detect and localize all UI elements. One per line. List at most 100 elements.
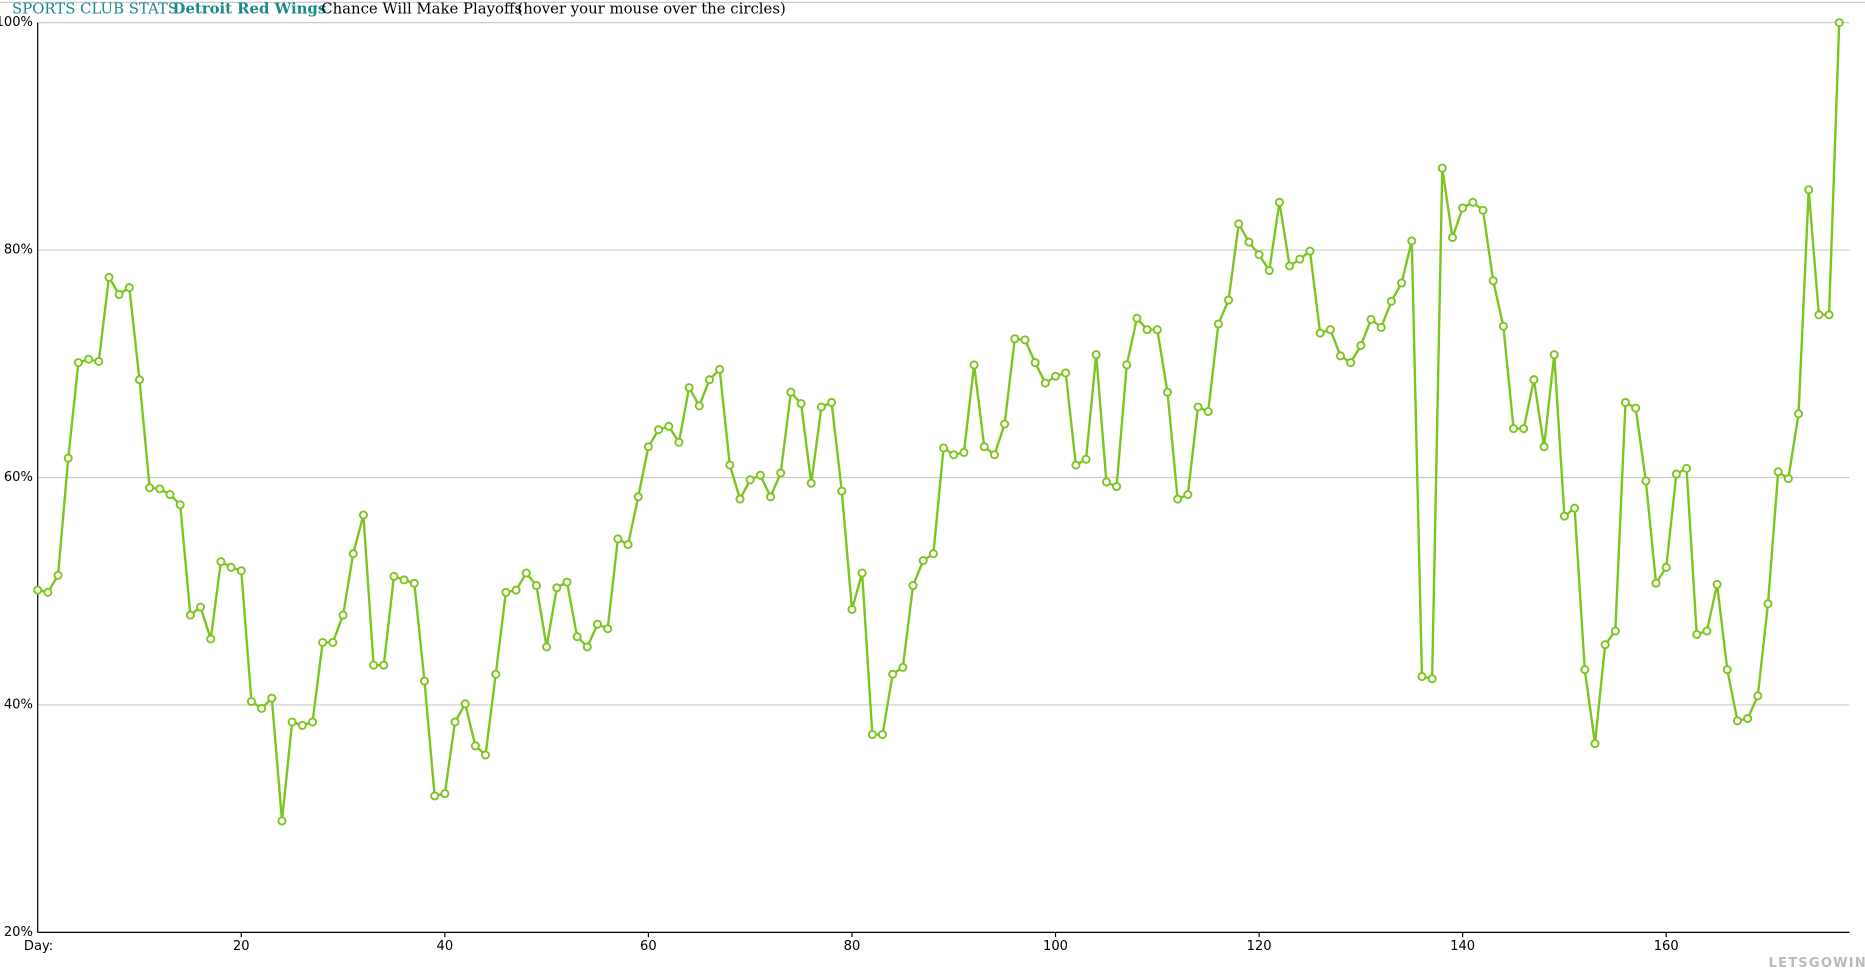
- point[interactable]: [1712, 579, 1722, 589]
- point[interactable]: [338, 610, 348, 620]
- point[interactable]: [389, 571, 399, 581]
- point[interactable]: [318, 637, 328, 647]
- point[interactable]: [1122, 360, 1132, 370]
- point[interactable]: [796, 399, 806, 409]
- point[interactable]: [114, 289, 124, 299]
- point[interactable]: [603, 624, 613, 634]
- point[interactable]: [1101, 477, 1111, 487]
- team-link[interactable]: Detroit Red Wings: [173, 0, 327, 18]
- point[interactable]: [73, 358, 83, 368]
- point[interactable]: [1580, 665, 1590, 675]
- point[interactable]: [1234, 219, 1244, 229]
- point[interactable]: [1468, 197, 1478, 207]
- point[interactable]: [379, 660, 389, 670]
- point[interactable]: [369, 660, 379, 670]
- point[interactable]: [1040, 378, 1050, 388]
- point[interactable]: [1661, 562, 1671, 572]
- point[interactable]: [1549, 350, 1559, 360]
- point[interactable]: [185, 610, 195, 620]
- point[interactable]: [491, 669, 501, 679]
- point[interactable]: [1244, 237, 1254, 247]
- point[interactable]: [1722, 665, 1732, 675]
- point[interactable]: [430, 791, 440, 801]
- point[interactable]: [236, 566, 246, 576]
- point[interactable]: [654, 425, 664, 435]
- point[interactable]: [511, 585, 521, 595]
- point[interactable]: [155, 484, 165, 494]
- point[interactable]: [53, 570, 63, 580]
- point[interactable]: [216, 557, 226, 567]
- point[interactable]: [1051, 371, 1061, 381]
- point[interactable]: [715, 364, 725, 374]
- point[interactable]: [877, 729, 888, 740]
- point[interactable]: [196, 602, 206, 612]
- point[interactable]: [969, 360, 979, 370]
- point[interactable]: [470, 741, 480, 751]
- point[interactable]: [1295, 254, 1305, 264]
- point[interactable]: [918, 555, 928, 566]
- point[interactable]: [1264, 265, 1274, 276]
- point[interactable]: [704, 375, 714, 385]
- point[interactable]: [145, 483, 155, 493]
- point[interactable]: [1437, 163, 1447, 173]
- point[interactable]: [776, 468, 786, 478]
- point[interactable]: [1335, 351, 1346, 361]
- point[interactable]: [1478, 205, 1488, 215]
- point[interactable]: [1162, 387, 1172, 397]
- point[interactable]: [694, 401, 704, 411]
- point[interactable]: [1641, 476, 1651, 486]
- point[interactable]: [1814, 310, 1824, 320]
- point[interactable]: [409, 578, 419, 588]
- point[interactable]: [684, 383, 694, 393]
- point[interactable]: [307, 717, 318, 727]
- point[interactable]: [949, 450, 959, 460]
- point[interactable]: [1610, 626, 1620, 636]
- point[interactable]: [1407, 236, 1417, 246]
- point[interactable]: [124, 283, 134, 293]
- point[interactable]: [1427, 674, 1437, 684]
- point[interactable]: [328, 637, 338, 647]
- point[interactable]: [1112, 482, 1122, 492]
- point[interactable]: [745, 475, 755, 485]
- point[interactable]: [827, 397, 837, 407]
- point[interactable]: [1254, 250, 1264, 260]
- point[interactable]: [1559, 511, 1569, 521]
- point[interactable]: [419, 676, 429, 686]
- point[interactable]: [664, 421, 674, 431]
- point[interactable]: [633, 492, 643, 502]
- point[interactable]: [1010, 334, 1020, 344]
- point[interactable]: [1285, 261, 1295, 271]
- point[interactable]: [888, 669, 898, 679]
- point[interactable]: [1509, 424, 1519, 434]
- point[interactable]: [1682, 463, 1692, 473]
- point[interactable]: [521, 568, 531, 578]
- point[interactable]: [501, 587, 511, 597]
- point[interactable]: [257, 703, 267, 713]
- point[interactable]: [1539, 442, 1549, 452]
- point[interactable]: [582, 642, 592, 652]
- point[interactable]: [755, 470, 765, 480]
- point[interactable]: [847, 604, 857, 614]
- point[interactable]: [542, 642, 552, 652]
- site-link[interactable]: SPORTS CLUB STATS: [12, 0, 178, 18]
- point[interactable]: [1529, 375, 1539, 385]
- point[interactable]: [1356, 341, 1366, 351]
- point[interactable]: [908, 581, 918, 591]
- point[interactable]: [1732, 716, 1742, 726]
- point[interactable]: [1173, 494, 1183, 504]
- point[interactable]: [1519, 424, 1529, 434]
- point[interactable]: [1753, 691, 1763, 701]
- point[interactable]: [1183, 490, 1193, 500]
- point[interactable]: [1224, 295, 1234, 305]
- point[interactable]: [1631, 403, 1641, 413]
- point[interactable]: [246, 697, 256, 707]
- point[interactable]: [1081, 454, 1091, 464]
- point[interactable]: [592, 619, 603, 629]
- point[interactable]: [277, 816, 287, 826]
- point[interactable]: [1763, 599, 1773, 609]
- point[interactable]: [1783, 474, 1793, 484]
- point[interactable]: [1600, 640, 1610, 650]
- point[interactable]: [643, 442, 653, 452]
- point[interactable]: [1743, 714, 1753, 724]
- point[interactable]: [1570, 503, 1580, 513]
